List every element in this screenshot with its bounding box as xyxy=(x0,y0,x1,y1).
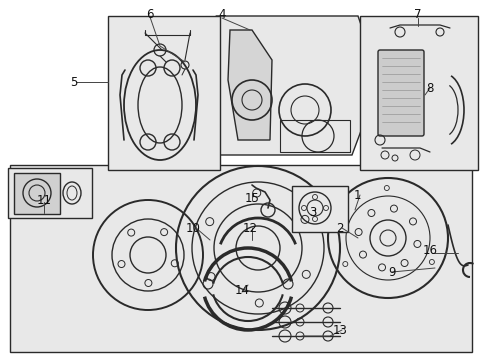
Text: 14: 14 xyxy=(235,284,249,297)
Polygon shape xyxy=(10,165,472,352)
Bar xyxy=(280,120,350,152)
Text: 8: 8 xyxy=(426,81,434,95)
Text: 6: 6 xyxy=(146,8,154,21)
Text: 2: 2 xyxy=(336,221,344,234)
Text: 11: 11 xyxy=(36,194,51,207)
Text: 1: 1 xyxy=(353,189,361,202)
Bar xyxy=(108,16,220,170)
Polygon shape xyxy=(216,16,380,155)
Text: 13: 13 xyxy=(333,324,347,337)
Ellipse shape xyxy=(138,67,182,143)
Bar xyxy=(292,186,348,232)
Bar xyxy=(8,168,92,218)
Text: 9: 9 xyxy=(388,266,396,279)
Text: 15: 15 xyxy=(245,192,259,204)
Bar xyxy=(360,16,478,170)
Text: 10: 10 xyxy=(186,221,200,234)
Text: 16: 16 xyxy=(422,243,438,257)
Text: 3: 3 xyxy=(309,206,317,219)
Text: 7: 7 xyxy=(414,8,422,21)
Text: 4: 4 xyxy=(218,8,226,21)
Text: 12: 12 xyxy=(243,221,258,234)
Bar xyxy=(14,173,60,214)
Polygon shape xyxy=(228,30,272,140)
Text: 5: 5 xyxy=(70,76,78,89)
FancyBboxPatch shape xyxy=(378,50,424,136)
